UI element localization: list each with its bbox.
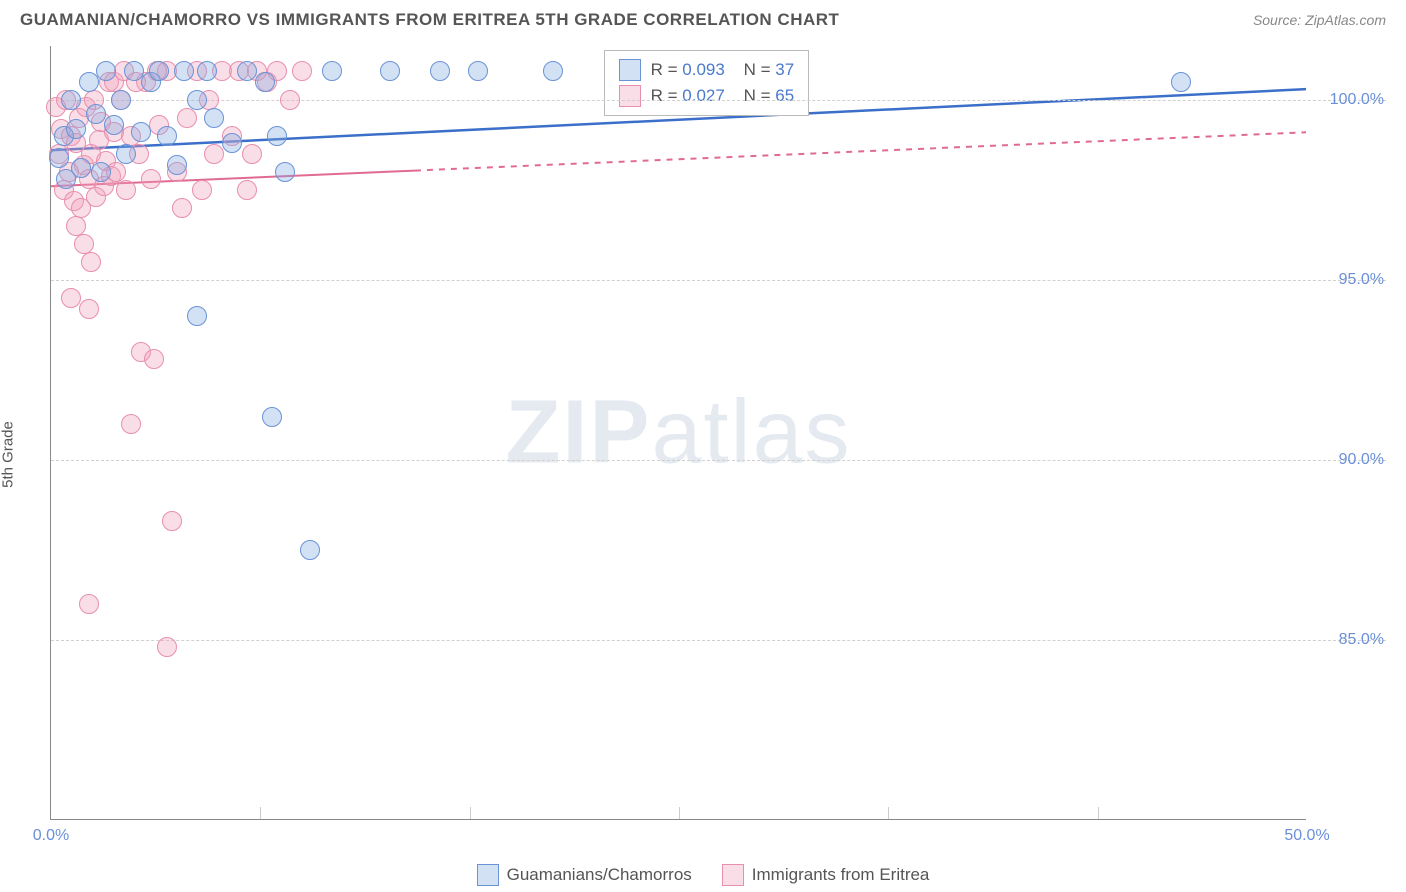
data-point-blue bbox=[187, 90, 207, 110]
data-point-blue bbox=[267, 126, 287, 146]
data-point-blue bbox=[116, 144, 136, 164]
n-value-blue: 37 bbox=[775, 60, 794, 79]
x-minor-tick bbox=[260, 807, 261, 819]
data-point-blue bbox=[61, 90, 81, 110]
data-point-pink bbox=[292, 61, 312, 81]
data-point-blue bbox=[255, 72, 275, 92]
data-point-pink bbox=[141, 169, 161, 189]
r-value-blue: 0.093 bbox=[682, 60, 725, 79]
data-point-blue bbox=[91, 162, 111, 182]
data-point-blue bbox=[468, 61, 488, 81]
data-point-pink bbox=[162, 511, 182, 531]
data-point-blue bbox=[1171, 72, 1191, 92]
data-point-pink bbox=[79, 299, 99, 319]
data-point-pink bbox=[172, 198, 192, 218]
legend-item-pink: Immigrants from Eritrea bbox=[722, 864, 930, 886]
legend-label-pink: Immigrants from Eritrea bbox=[752, 865, 930, 885]
watermark: ZIPatlas bbox=[505, 381, 851, 484]
data-point-blue bbox=[187, 306, 207, 326]
data-point-blue bbox=[71, 158, 91, 178]
data-point-pink bbox=[280, 90, 300, 110]
data-point-blue bbox=[197, 61, 217, 81]
x-minor-tick bbox=[679, 807, 680, 819]
data-point-blue bbox=[96, 61, 116, 81]
data-point-pink bbox=[116, 180, 136, 200]
swatch-pink bbox=[722, 864, 744, 886]
y-tick-label: 100.0% bbox=[1314, 91, 1384, 109]
x-minor-tick bbox=[1098, 807, 1099, 819]
data-point-pink bbox=[204, 144, 224, 164]
data-point-pink bbox=[74, 234, 94, 254]
data-point-blue bbox=[174, 61, 194, 81]
data-point-pink bbox=[121, 414, 141, 434]
data-point-blue bbox=[275, 162, 295, 182]
data-point-pink bbox=[177, 108, 197, 128]
data-point-blue bbox=[66, 119, 86, 139]
data-point-blue bbox=[157, 126, 177, 146]
r-label: R = bbox=[651, 86, 678, 105]
data-point-blue bbox=[222, 133, 242, 153]
n-label: N = bbox=[744, 86, 771, 105]
data-point-blue bbox=[262, 407, 282, 427]
watermark-light: atlas bbox=[651, 382, 851, 482]
swatch-blue bbox=[477, 864, 499, 886]
data-point-blue bbox=[167, 155, 187, 175]
legend-label-blue: Guamanians/Chamorros bbox=[507, 865, 692, 885]
data-point-blue bbox=[149, 61, 169, 81]
n-value-pink: 65 bbox=[775, 86, 794, 105]
data-point-pink bbox=[66, 216, 86, 236]
x-tick-label: 50.0% bbox=[1284, 827, 1329, 845]
data-point-blue bbox=[104, 115, 124, 135]
data-point-pink bbox=[79, 594, 99, 614]
y-tick-label: 85.0% bbox=[1314, 631, 1384, 649]
stats-row-blue: R = 0.093 N = 37 bbox=[619, 57, 795, 83]
data-point-blue bbox=[300, 540, 320, 560]
gridline-h bbox=[51, 460, 1386, 461]
data-point-blue bbox=[204, 108, 224, 128]
data-point-blue bbox=[131, 122, 151, 142]
data-point-blue bbox=[430, 61, 450, 81]
plot-area: ZIPatlas R = 0.093 N = 37 R = 0.027 N = … bbox=[50, 46, 1306, 820]
r-label: R = bbox=[651, 60, 678, 79]
trend-lines-svg bbox=[51, 46, 1306, 819]
swatch-pink bbox=[619, 85, 641, 107]
stats-legend-box: R = 0.093 N = 37 R = 0.027 N = 65 bbox=[604, 50, 810, 116]
x-minor-tick bbox=[888, 807, 889, 819]
data-point-blue bbox=[79, 72, 99, 92]
data-point-blue bbox=[543, 61, 563, 81]
y-axis-label: 5th Grade bbox=[0, 421, 17, 488]
chart-title: GUAMANIAN/CHAMORRO VS IMMIGRANTS FROM ER… bbox=[20, 10, 839, 30]
data-point-pink bbox=[157, 637, 177, 657]
data-point-blue bbox=[322, 61, 342, 81]
y-tick-label: 95.0% bbox=[1314, 271, 1384, 289]
data-point-pink bbox=[242, 144, 262, 164]
y-tick-label: 90.0% bbox=[1314, 451, 1384, 469]
data-point-pink bbox=[192, 180, 212, 200]
n-label: N = bbox=[744, 60, 771, 79]
gridline-h bbox=[51, 100, 1386, 101]
r-value-pink: 0.027 bbox=[682, 86, 725, 105]
data-point-blue bbox=[380, 61, 400, 81]
legend-item-blue: Guamanians/Chamorros bbox=[477, 864, 692, 886]
x-tick-label: 0.0% bbox=[33, 827, 69, 845]
data-point-pink bbox=[237, 180, 257, 200]
watermark-bold: ZIP bbox=[505, 382, 651, 482]
source-attribution: Source: ZipAtlas.com bbox=[1253, 12, 1386, 28]
plot-wrap: ZIPatlas R = 0.093 N = 37 R = 0.027 N = … bbox=[50, 46, 1386, 842]
gridline-h bbox=[51, 640, 1386, 641]
gridline-h bbox=[51, 280, 1386, 281]
data-point-blue bbox=[111, 90, 131, 110]
stats-row-pink: R = 0.027 N = 65 bbox=[619, 83, 795, 109]
swatch-blue bbox=[619, 59, 641, 81]
data-point-pink bbox=[144, 349, 164, 369]
x-minor-tick bbox=[470, 807, 471, 819]
data-point-blue bbox=[49, 148, 69, 168]
data-point-pink bbox=[81, 252, 101, 272]
bottom-legend: Guamanians/Chamorros Immigrants from Eri… bbox=[0, 864, 1406, 886]
